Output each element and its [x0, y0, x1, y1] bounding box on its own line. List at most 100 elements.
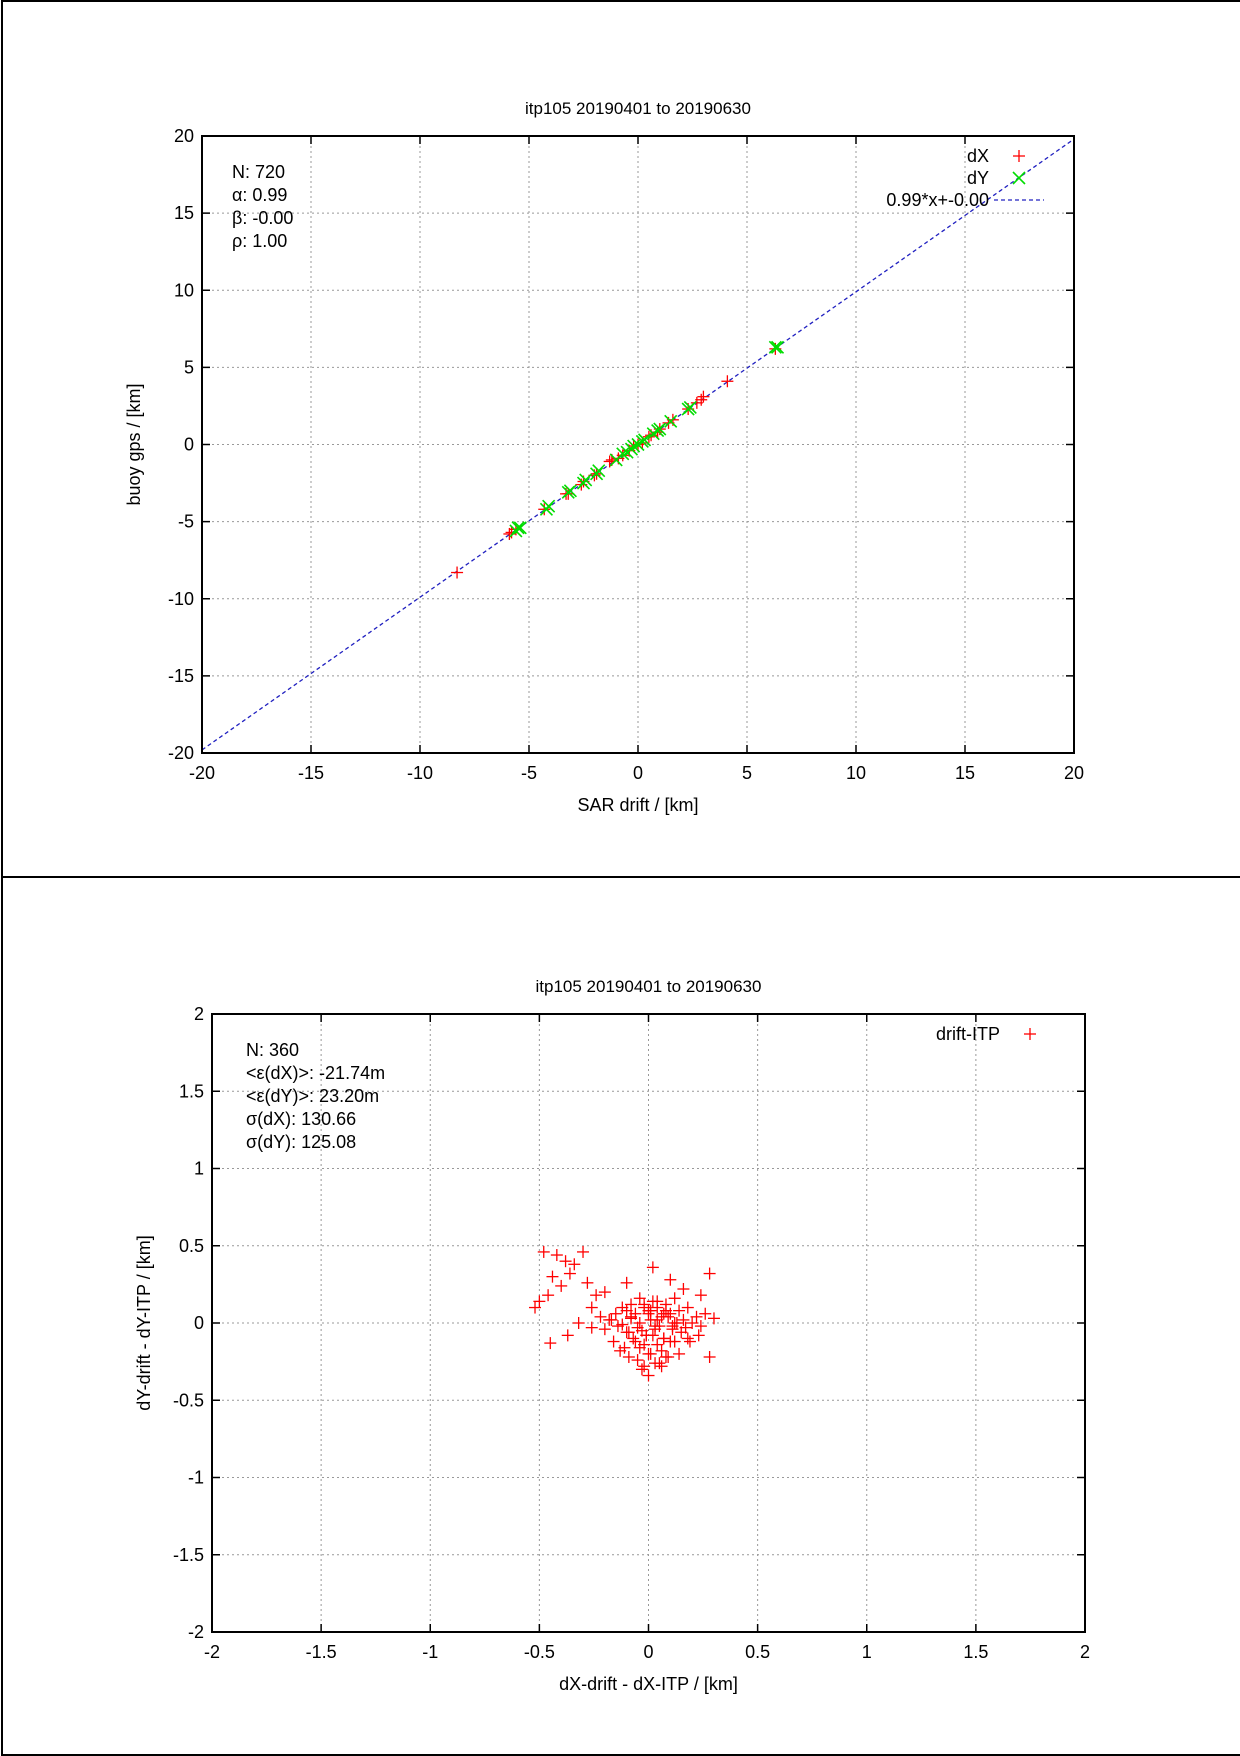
data-point-dy [627, 439, 641, 453]
data-point-drift-itp [581, 1276, 594, 1289]
chart-drift-error: -2 -1.5 -1 -0.5 0 0.5 1 1.5 2 -2 -1.5 -1 -0.5 0 0.5 1 1.… [134, 977, 1090, 1694]
data-point-drift-itp [694, 1320, 707, 1333]
x-tick-label: 2 [1080, 1642, 1090, 1662]
data-point-drift-itp [638, 1360, 651, 1373]
data-point-drift-itp [655, 1344, 668, 1357]
y-tick-label: -5 [178, 512, 194, 532]
data-point-dy [616, 447, 630, 461]
data-point-drift-itp [664, 1273, 677, 1286]
data-point-drift-itp [707, 1312, 720, 1325]
data-point-drift-itp [568, 1258, 581, 1271]
data-point-drift-itp [529, 1301, 542, 1314]
data-point-drift-itp [651, 1313, 664, 1326]
data-point-drift-itp [555, 1279, 568, 1292]
data-point-drift-itp [655, 1360, 668, 1373]
stats-box: N: 360 <ε(dX)>: -21.74m <ε(dY)>: 23.20m σ(d… [246, 1040, 385, 1152]
data-point-dy [768, 340, 782, 354]
x-tick-label: -5 [521, 763, 537, 783]
data-point-drift-itp [620, 1276, 633, 1289]
y-tick-label: -10 [168, 589, 194, 609]
data-point-drift-itp [598, 1323, 611, 1336]
data-point-drift-itp [668, 1335, 681, 1348]
x-tick-label: 0.5 [745, 1642, 770, 1662]
data-point-drift-itp [662, 1350, 675, 1363]
data-point-drift-itp [625, 1310, 638, 1323]
y-tick-label: 5 [184, 357, 194, 377]
data-point-drift-itp [673, 1304, 686, 1317]
data-point-drift-itp [679, 1321, 692, 1334]
data-point-drift-itp [635, 1363, 648, 1376]
x-tick-label: 1 [862, 1642, 872, 1662]
legend-label: dX [967, 146, 989, 166]
data-point-drift-itp [627, 1332, 640, 1345]
data-point-drift-itp [668, 1317, 681, 1329]
data-point-dx [642, 430, 655, 443]
y-tick-label: -15 [168, 666, 194, 686]
data-point-drift-itp [561, 1329, 574, 1342]
x-axis-label: SAR drift / [km] [577, 795, 698, 815]
y-tick-label: 15 [174, 203, 194, 223]
data-point-dy [513, 521, 527, 535]
data-point-drift-itp [668, 1292, 681, 1305]
legend-key [1024, 1028, 1036, 1040]
data-point-drift-itp [699, 1307, 712, 1320]
y-tick-label: 0.5 [179, 1236, 204, 1256]
data-point-drift-itp [544, 1337, 557, 1350]
y-tick-label: 10 [174, 280, 194, 300]
data-point-drift-itp [614, 1344, 627, 1357]
chart-sar-vs-buoy: -20 -15 -10 -5 0 5 10 15 20 -20 -15 -10 -5 0 5 10 15 20 i… [124, 99, 1084, 815]
data-point-drift-itp [640, 1329, 653, 1342]
data-point-drift-itp [681, 1332, 694, 1345]
data-point-drift-itp [642, 1369, 655, 1382]
data-point-dy [637, 433, 652, 447]
data-point-drift-itp [694, 1289, 707, 1302]
data-point-drift-itp [622, 1350, 635, 1363]
y-tick-label: 2 [194, 1004, 204, 1024]
legend: drift-ITP [936, 1024, 1036, 1044]
data-point-dx [616, 449, 629, 462]
data-point-drift-itp [609, 1307, 622, 1320]
data-point-drift-itp [631, 1354, 644, 1367]
data-point-drift-itp [572, 1317, 585, 1329]
x-tick-label: -1.5 [306, 1642, 337, 1662]
data-point-dy [592, 464, 606, 478]
data-point-drift-itp [577, 1245, 590, 1258]
stats-line: <ε(dY)>: 23.20m [246, 1086, 379, 1106]
data-point-drift-itp [537, 1245, 550, 1258]
data-point-drift-itp [659, 1304, 672, 1317]
legend-key [1013, 150, 1025, 162]
x-tick-label: 10 [846, 763, 866, 783]
data-point-dy [511, 521, 525, 535]
data-point-drift-itp [657, 1332, 670, 1345]
data-point-drift-itp [594, 1310, 607, 1323]
data-point-drift-itp [683, 1335, 696, 1348]
data-point-drift-itp [590, 1289, 603, 1302]
chart-title: itp105 20190401 to 20190630 [525, 99, 751, 118]
data-point-drift-itp [686, 1317, 699, 1329]
y-tick-label: -1 [188, 1468, 204, 1488]
data-point-drift-itp [703, 1267, 716, 1280]
data-point-drift-itp [690, 1310, 703, 1323]
x-tick-label: 5 [742, 763, 752, 783]
data-point-drift-itp [649, 1357, 662, 1370]
data-point-drift-itp [629, 1335, 642, 1348]
data-point-dx [695, 393, 708, 406]
y-axis-label: dY-drift - dY-ITP / [km] [134, 1235, 154, 1410]
data-point-drift-itp [550, 1249, 563, 1262]
stats-line: ρ: 1.00 [232, 231, 287, 251]
data-point-drift-itp [638, 1298, 651, 1311]
data-point-dy [579, 473, 593, 487]
data-point-drift-itp [651, 1338, 664, 1351]
y-tick-label: 1 [194, 1159, 204, 1179]
data-point-drift-itp [657, 1307, 670, 1320]
data-point-drift-itp [585, 1301, 598, 1314]
data-point-dx [697, 390, 710, 403]
legend-key [1012, 171, 1026, 185]
x-tick-label: -15 [298, 763, 324, 783]
x-tick-label: -2 [204, 1642, 220, 1662]
data-point-drift-itp [644, 1347, 657, 1360]
data-point-drift-itp [666, 1323, 679, 1336]
data-point-drift-itp [607, 1335, 620, 1348]
data-point-drift-itp [692, 1329, 705, 1342]
data-point-drift-itp [633, 1317, 646, 1329]
